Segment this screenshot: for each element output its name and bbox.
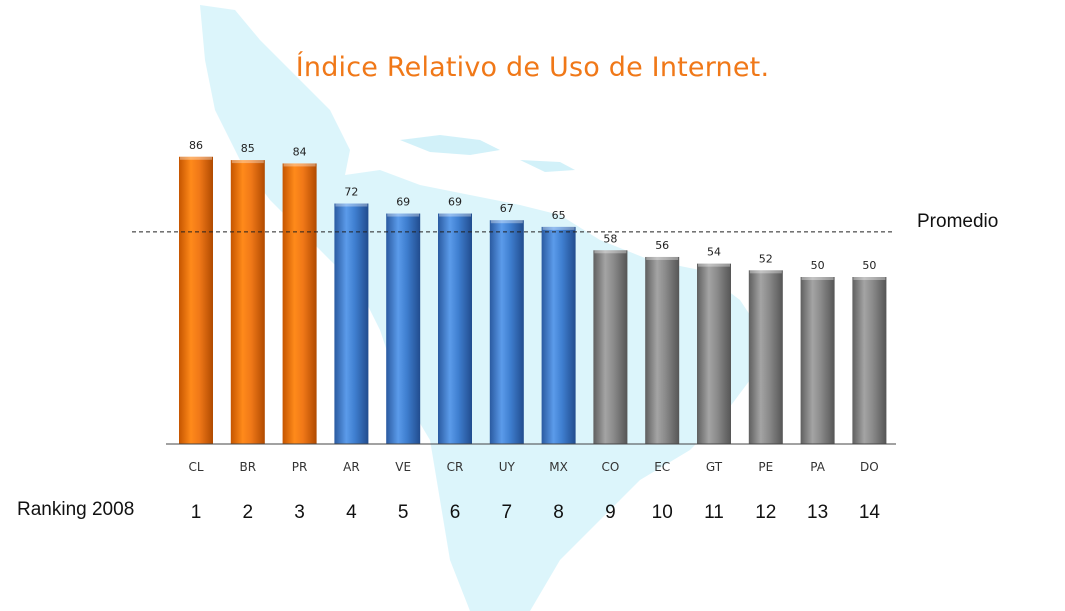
bar-mx	[541, 226, 576, 444]
bar-co	[593, 250, 628, 444]
x-tick-label: MX	[549, 460, 568, 474]
rank-number: 12	[755, 502, 776, 523]
ranking-label: Ranking 2008	[17, 499, 135, 520]
rank-number: 9	[605, 502, 616, 523]
x-tick-label: CL	[188, 460, 203, 474]
x-tick-label: CR	[447, 460, 464, 474]
data-label: 65	[552, 209, 566, 222]
data-label: 69	[396, 196, 410, 209]
x-tick-label: PA	[810, 460, 825, 474]
data-label: 52	[759, 252, 773, 265]
bar-cap-uy	[490, 220, 523, 224]
bar-uy	[489, 220, 524, 444]
rank-number: 14	[859, 502, 881, 523]
bar-cap-cr	[439, 213, 471, 217]
bar-cap-pr	[283, 163, 316, 167]
chart-title: Índice Relativo de Uso de Internet.	[295, 52, 770, 83]
data-label: 54	[707, 246, 721, 259]
rank-number: 7	[502, 502, 513, 523]
bar-cap-br	[231, 160, 264, 164]
rank-number: 4	[346, 502, 357, 523]
x-tick-label: AR	[343, 460, 360, 474]
bar-cap-cl	[180, 156, 212, 160]
bar-pe	[748, 270, 783, 444]
data-label: 85	[241, 142, 255, 155]
x-tick-label: PR	[292, 460, 308, 474]
x-tick-label: DO	[860, 460, 879, 474]
x-tick-label: VE	[395, 460, 411, 474]
x-tick-label: UY	[499, 460, 516, 474]
data-label: 56	[655, 239, 669, 252]
bar-pr	[282, 163, 317, 444]
data-label: 58	[603, 232, 617, 245]
bar-ar	[334, 203, 369, 444]
rank-number: 1	[191, 502, 202, 523]
rank-number: 3	[294, 502, 305, 523]
bar-cap-ve	[387, 213, 420, 217]
x-tick-label: BR	[240, 460, 257, 474]
x-tick-label: PE	[758, 460, 773, 474]
x-tick-label: EC	[654, 460, 670, 474]
rank-number: 5	[398, 502, 409, 523]
rank-number: 13	[807, 502, 828, 523]
data-label: 86	[189, 139, 203, 152]
bar-ec	[645, 256, 680, 444]
rank-number: 11	[704, 502, 724, 523]
rank-number: 2	[243, 502, 254, 523]
data-label: 50	[811, 259, 825, 272]
rank-number: 10	[652, 502, 673, 523]
bar-pa	[800, 277, 835, 444]
bar-cap-pe	[749, 270, 782, 274]
bar-cr	[438, 213, 472, 444]
bar-ve	[386, 213, 421, 444]
bar-cap-pa	[801, 277, 834, 280]
bar-cap-ec	[646, 256, 679, 260]
data-label: 67	[500, 202, 514, 215]
bar-gt	[697, 263, 731, 444]
bar-cap-mx	[542, 226, 575, 230]
bar-cap-ar	[335, 203, 368, 207]
rank-number: 6	[450, 502, 461, 523]
data-label: 72	[344, 186, 358, 199]
rank-number: 8	[553, 502, 564, 523]
average-label: Promedio	[917, 211, 999, 232]
bar-cl	[179, 156, 213, 444]
data-label: 69	[448, 196, 462, 209]
bar-cap-do	[853, 277, 886, 280]
data-label: 84	[293, 145, 307, 158]
x-tick-label: GT	[706, 460, 723, 474]
data-label: 50	[862, 259, 876, 272]
bar-cap-co	[594, 250, 627, 254]
x-tick-label: CO	[601, 460, 619, 474]
bar-do	[852, 277, 887, 444]
bar-br	[230, 160, 265, 444]
bar-cap-gt	[698, 263, 730, 267]
